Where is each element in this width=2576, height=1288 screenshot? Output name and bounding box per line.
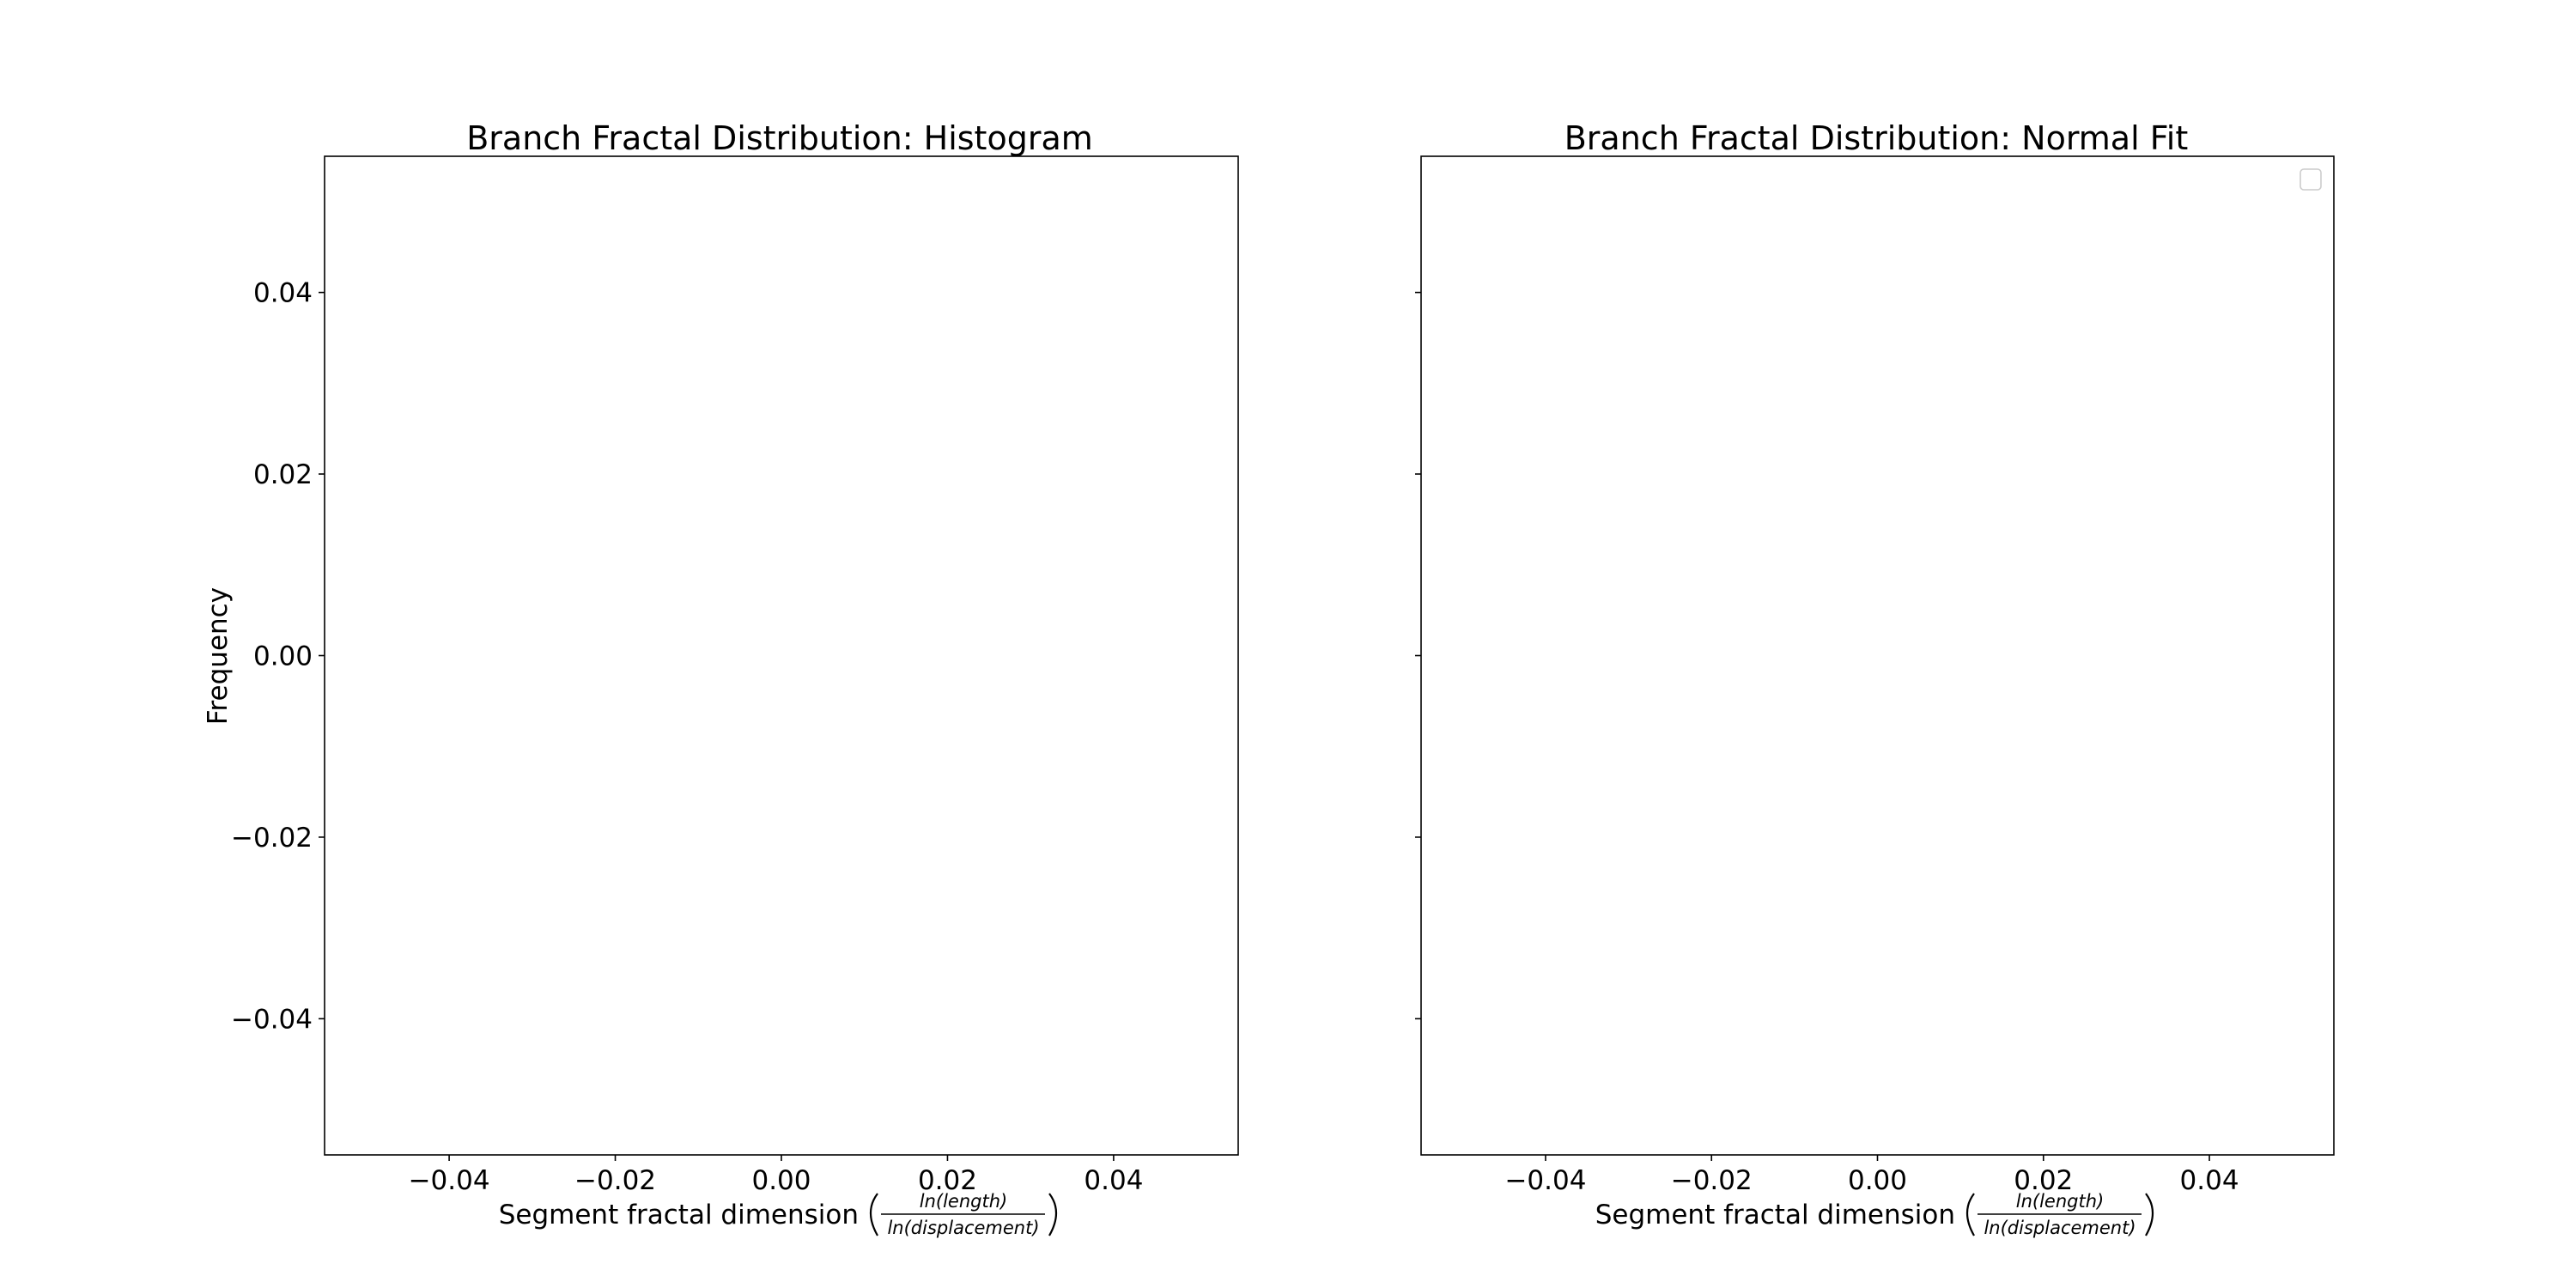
normal-fit-x-label-right-paren bbox=[2145, 1193, 2154, 1236]
histogram-x-tick-label: −0.02 bbox=[574, 1165, 656, 1196]
histogram-y-axis-label: Frequency bbox=[203, 587, 234, 725]
normal-fit-x-label-denominator: ln(displacement) bbox=[1984, 1218, 2136, 1238]
histogram-x-axis-label: Segment fractal dimension ln(length) ln(… bbox=[499, 1191, 1058, 1238]
normal-fit-x-tick-label: −0.02 bbox=[1671, 1165, 1753, 1196]
normal-fit-x-tick-label: 0.00 bbox=[1848, 1165, 1907, 1196]
normal-fit-x-tick-label: 0.02 bbox=[2014, 1165, 2073, 1196]
histogram-x-label-numerator: ln(length) bbox=[920, 1191, 1007, 1212]
histogram-y-tick-label: 0.04 bbox=[253, 278, 313, 309]
histogram-x-label-left-paren bbox=[869, 1193, 878, 1236]
normal-fit-plot-area bbox=[1420, 155, 2335, 1156]
normal-fit-x-tick-label: 0.04 bbox=[2180, 1165, 2239, 1196]
histogram-x-tick-label: 0.02 bbox=[918, 1165, 977, 1196]
normal-fit-x-label-numerator: ln(length) bbox=[2016, 1191, 2104, 1212]
histogram-x-tick-label: 0.00 bbox=[751, 1165, 811, 1196]
normal-fit-x-axis-label: Segment fractal dimension ln(length) ln(… bbox=[1595, 1191, 2154, 1238]
histogram-y-tick-label: 0.00 bbox=[253, 641, 313, 672]
normal-fit-legend bbox=[2300, 168, 2322, 191]
histogram-y-tick-label: −0.04 bbox=[231, 1004, 313, 1035]
normal-fit-y-axis bbox=[1415, 291, 1421, 1020]
normal-fit-x-tick-label: −0.04 bbox=[1504, 1165, 1586, 1196]
histogram-x-label-denominator: ln(displacement) bbox=[887, 1218, 1039, 1238]
histogram-x-label-right-paren bbox=[1048, 1193, 1058, 1236]
histogram-x-tick-label: −0.04 bbox=[409, 1165, 490, 1196]
histogram-y-axis: 0.04 0.02 0.00 −0.02 −0.04 bbox=[231, 278, 325, 1035]
histogram-x-tick-label: 0.04 bbox=[1084, 1165, 1143, 1196]
normal-fit-title: Branch Fractal Distribution: Normal Fit bbox=[1564, 119, 2189, 157]
histogram-title: Branch Fractal Distribution: Histogram bbox=[466, 119, 1093, 157]
histogram-x-axis: −0.04 −0.02 0.00 0.02 0.04 bbox=[409, 1155, 1143, 1196]
histogram-x-axis-label-text: Segment fractal dimension bbox=[499, 1200, 859, 1230]
histogram-chart: Branch Fractal Distribution: Histogram −… bbox=[203, 119, 1239, 1238]
normal-fit-x-axis-label-text: Segment fractal dimension bbox=[1595, 1200, 1955, 1230]
normal-fit-chart: Branch Fractal Distribution: Normal Fit … bbox=[1415, 119, 2335, 1238]
histogram-y-tick-label: −0.02 bbox=[231, 823, 313, 854]
histogram-plot-area bbox=[324, 155, 1239, 1156]
normal-fit-x-label-left-paren bbox=[1965, 1193, 1975, 1236]
normal-fit-x-axis: −0.04 −0.02 0.00 0.02 0.04 bbox=[1504, 1155, 2239, 1196]
histogram-y-tick-label: 0.02 bbox=[253, 459, 313, 490]
